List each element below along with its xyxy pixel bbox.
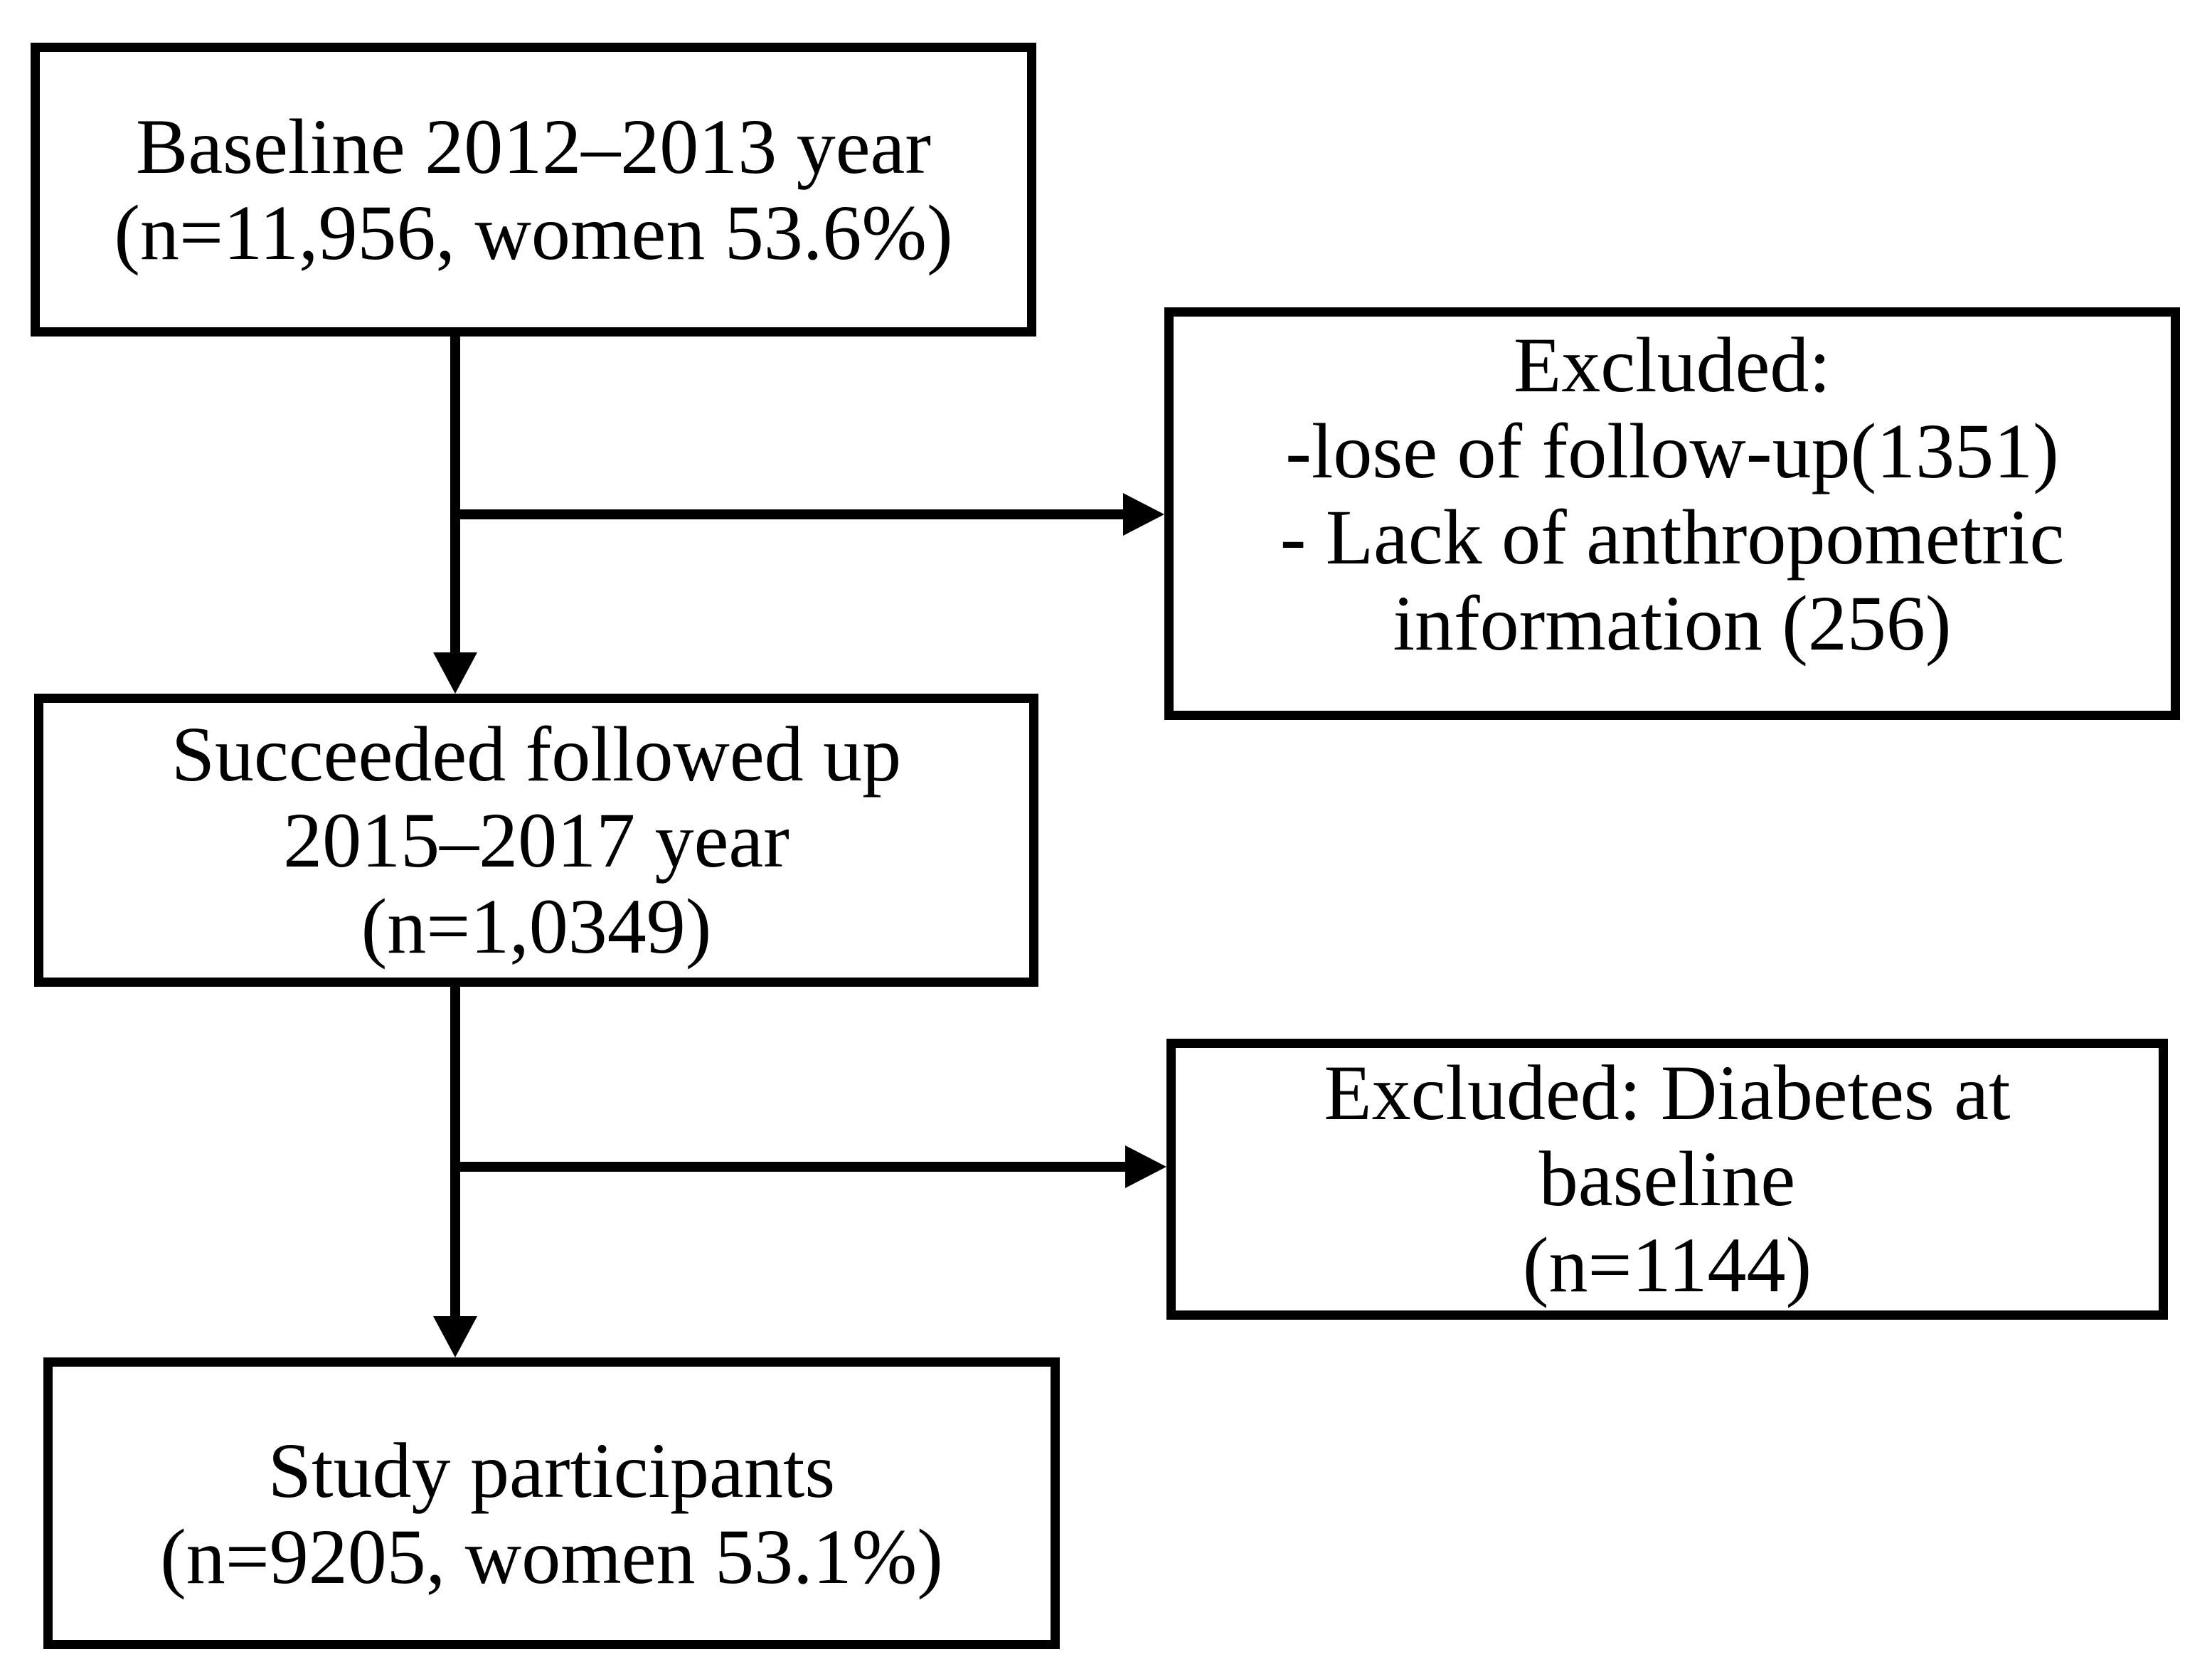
arrow-followup-to-participants-head-icon bbox=[433, 1316, 477, 1357]
node-followup-line-1: Succeeded followed up bbox=[171, 710, 902, 798]
node-participants: Study participants (n=9205, women 53.1%) bbox=[43, 1357, 1060, 1649]
arrow-to-excluded-diabetes-shaft bbox=[455, 1162, 1125, 1172]
node-excluded-diabetes-line-1: Excluded: Diabetes at bbox=[1324, 1049, 2011, 1136]
node-baseline: Baseline 2012–2013 year (n=11,956, women… bbox=[31, 43, 1036, 337]
arrow-followup-to-participants-shaft bbox=[450, 985, 460, 1316]
node-excluded-followup-line-2: -lose of follow-up(1351) bbox=[1285, 407, 2059, 494]
arrow-to-excluded-diabetes-head-icon bbox=[1125, 1145, 1166, 1188]
node-excluded-followup-line-3: - Lack of anthropometric bbox=[1280, 493, 2065, 581]
arrow-to-excluded-followup-shaft bbox=[455, 509, 1124, 519]
node-excluded-diabetes: Excluded: Diabetes at baseline (n=1144) bbox=[1166, 1039, 2168, 1320]
node-excluded-diabetes-line-3: (n=1144) bbox=[1522, 1222, 1812, 1308]
arrow-baseline-to-followup-shaft bbox=[450, 334, 460, 655]
node-excluded-followup-line-1: Excluded: bbox=[1514, 321, 1831, 408]
node-baseline-line-1: Baseline 2012–2013 year bbox=[135, 102, 932, 190]
node-followup: Succeeded followed up 2015–2017 year (n=… bbox=[34, 694, 1038, 987]
arrow-baseline-to-followup-head-icon bbox=[433, 652, 477, 694]
node-followup-line-3: (n=1,0349) bbox=[361, 882, 712, 970]
node-participants-line-1: Study participants bbox=[267, 1427, 836, 1514]
node-baseline-line-2: (n=11,956, women 53.6%) bbox=[114, 189, 953, 276]
node-excluded-diabetes-line-2: baseline bbox=[1538, 1135, 1796, 1222]
node-excluded-followup-line-4: information (256) bbox=[1393, 579, 1952, 667]
node-followup-line-2: 2015–2017 year bbox=[283, 796, 789, 884]
node-participants-line-2: (n=9205, women 53.1%) bbox=[160, 1513, 943, 1600]
arrow-to-excluded-followup-head-icon bbox=[1123, 493, 1164, 536]
node-excluded-followup: Excluded: -lose of follow-up(1351) - Lac… bbox=[1164, 307, 2180, 720]
